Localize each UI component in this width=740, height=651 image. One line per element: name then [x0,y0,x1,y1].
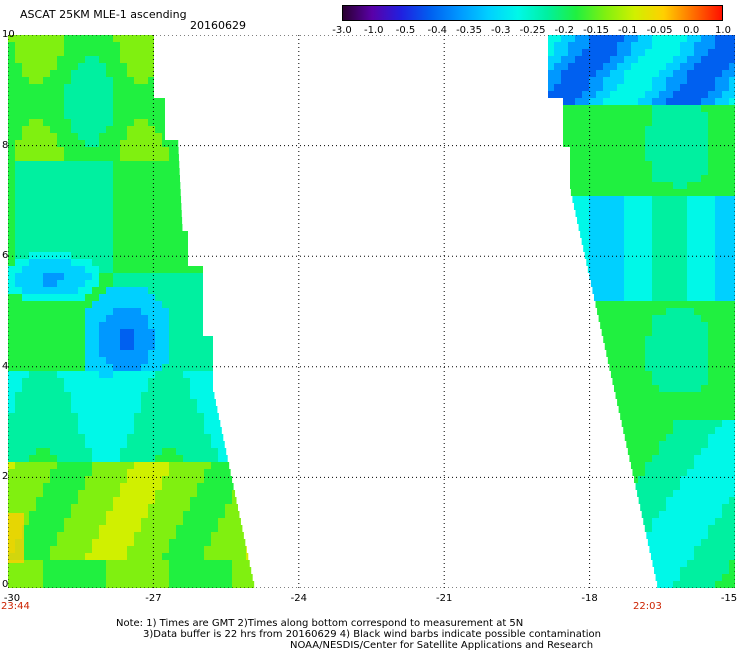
y-tick-label: 0 [2,580,8,590]
product-date: 20160629 [190,20,246,32]
left-swath-time: 23:44 [1,601,30,612]
product-title: ASCAT 25KM MLE-1 ascending [20,9,187,21]
x-tick-label: -21 [436,593,452,604]
x-tick-label: -27 [145,593,161,604]
colorbar [342,5,723,21]
note-line-2: 3)Data buffer is 22 hrs from 20160629 4)… [143,629,601,640]
x-tick-label: -18 [581,593,597,604]
right-swath-time: 22:03 [633,601,662,612]
note-line-1: Note: 1) Times are GMT 2)Times along bot… [116,618,523,629]
x-tick-label: -24 [291,593,307,604]
y-tick-label: 10 [2,30,15,40]
x-tick-label: -15 [721,593,737,604]
y-tick-label: 8 [2,141,8,151]
y-tick-label: 2 [2,472,8,482]
y-tick-label: 4 [2,362,8,372]
swath-map [8,35,735,588]
note-line-3: NOAA/NESDIS/Center for Satellite Applica… [290,640,593,651]
map-plot-area [8,35,735,588]
y-tick-label: 6 [2,251,8,261]
